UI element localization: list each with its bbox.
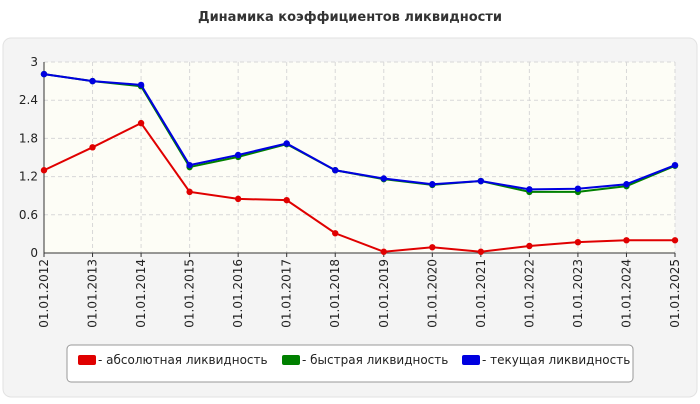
point (40, 167, 48, 174)
x-tick-label: 01.01.2016 (231, 259, 245, 328)
y-tick-label: 2.4 (19, 93, 38, 107)
x-tick-label: 01.01.2024 (619, 259, 633, 328)
series-line (43, 73, 676, 191)
y-tick-label: 1.8 (19, 131, 38, 145)
legend-swatch (78, 355, 96, 365)
x-tick-label: 01.01.2025 (668, 259, 682, 328)
series-line (43, 121, 675, 253)
point (137, 81, 145, 89)
legend-swatch (462, 355, 480, 365)
x-tick-label: 01.01.2012 (37, 259, 51, 328)
y-tick-label: 3 (30, 55, 38, 69)
x-tick-label: 01.01.2020 (425, 259, 439, 328)
x-tick-label: 01.01.2018 (328, 259, 342, 328)
point (283, 140, 290, 147)
point (186, 161, 193, 169)
legend-label: - текущая ликвидность (482, 353, 630, 367)
point (89, 144, 96, 151)
point (477, 248, 485, 255)
point (623, 237, 630, 244)
point (234, 151, 242, 159)
point (380, 175, 387, 182)
x-tick-label: 01.01.2017 (280, 259, 294, 328)
point (89, 77, 96, 85)
point (623, 181, 630, 188)
chart-title: Динамика коэффициентов ликвидности (198, 10, 502, 25)
point (137, 119, 145, 127)
x-tick-label: 01.01.2023 (571, 259, 585, 328)
point (332, 230, 339, 237)
legend (66, 344, 634, 383)
point (574, 185, 582, 192)
legend-swatch (282, 355, 300, 365)
point (429, 244, 436, 251)
point (526, 186, 533, 193)
x-tick-label: 01.01.2014 (134, 259, 148, 328)
y-tick-label: 1.2 (19, 170, 38, 184)
x-tick-label: 01.01.2015 (183, 259, 197, 328)
point (671, 237, 679, 244)
point (332, 167, 339, 174)
point (380, 248, 387, 255)
point (477, 177, 485, 185)
legend-label: - быстрая ликвидность (302, 353, 448, 367)
x-tick-label: 01.01.2013 (86, 259, 100, 328)
legend-label: - абсолютная ликвидность (98, 353, 268, 367)
y-tick-label: 0 (30, 246, 38, 260)
point (186, 188, 193, 196)
point (429, 181, 436, 188)
point (40, 70, 48, 78)
point (671, 161, 679, 169)
point (283, 196, 290, 204)
point (526, 242, 533, 250)
point (234, 195, 242, 203)
x-tick-label: 01.01.2022 (522, 259, 536, 328)
x-tick-label: 01.01.2021 (474, 259, 488, 328)
y-tick-label: 0.6 (19, 208, 38, 222)
point (574, 238, 582, 246)
plot-area (44, 62, 675, 253)
x-tick-label: 01.01.2019 (377, 259, 391, 328)
